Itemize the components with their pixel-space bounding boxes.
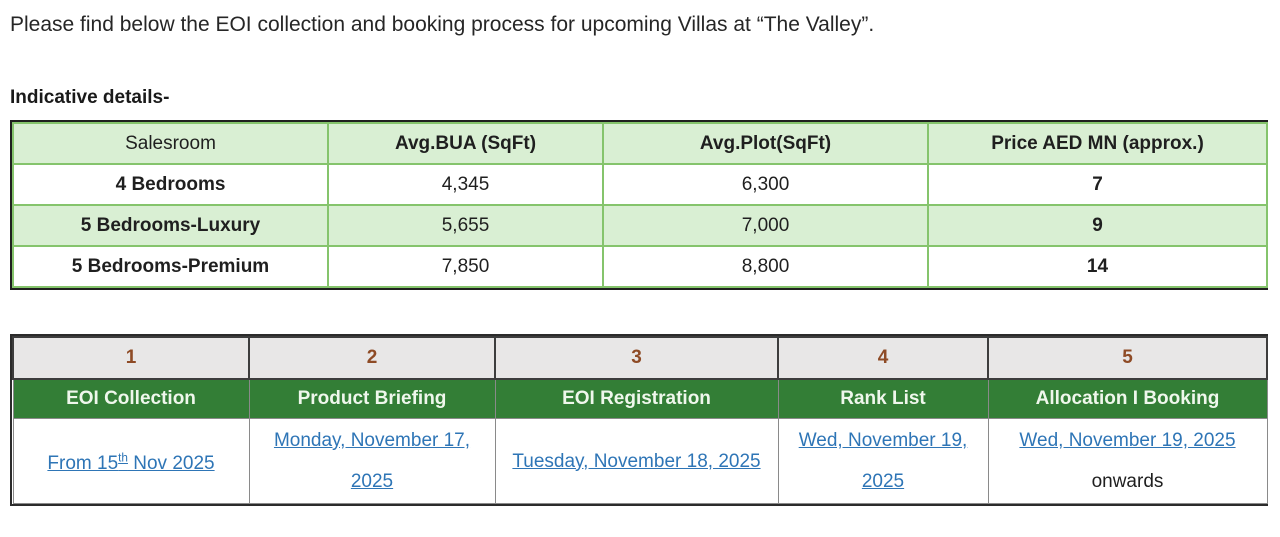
cell-price: 7 [927,163,1268,206]
table-row: 4 Bedrooms 4,345 6,300 7 [12,163,1268,206]
stage-product-briefing: Product Briefing [248,378,496,419]
cell-bua: 4,345 [327,163,604,206]
cell-bua: 7,850 [327,245,604,288]
onwards-label: onwards [1091,471,1164,492]
intro-paragraph: Please find below the EOI collection and… [10,13,875,36]
eoi-registration-date-link[interactable]: Tuesday, November 18, 2025 [512,450,761,472]
date-cell-allocation-booking: Wed, November 19, 2025 onwards [987,418,1268,504]
ordinal-superscript: th [118,451,128,465]
step-number-5: 5 [987,336,1268,380]
header-salesroom: Salesroom [12,122,329,165]
date-row: From 15th Nov 2025 Monday, November 17, … [12,418,1268,504]
date-cell-eoi-registration: Tuesday, November 18, 2025 [494,418,779,504]
step-number-2: 2 [248,336,496,380]
eoi-collection-date-link[interactable]: From 15th Nov 2025 [47,451,215,475]
process-table: 1 2 3 4 5 EOI Collection Product Briefin… [10,334,1268,506]
stage-eoi-collection: EOI Collection [12,378,250,419]
cell-bua: 5,655 [327,204,604,247]
indicative-header-row: Salesroom Avg.BUA (SqFt) Avg.Plot(SqFt) … [12,122,1268,165]
cell-price: 9 [927,204,1268,247]
cell-plot: 8,800 [602,245,929,288]
section-heading: Indicative details- [10,87,170,108]
date-cell-product-briefing: Monday, November 17, 2025 [248,418,496,504]
header-avg-plot: Avg.Plot(SqFt) [602,122,929,165]
step-number-1: 1 [12,336,250,380]
stage-header-row: EOI Collection Product Briefing EOI Regi… [12,378,1268,419]
indicative-details-table: Salesroom Avg.BUA (SqFt) Avg.Plot(SqFt) … [10,120,1268,290]
date-cell-eoi-collection: From 15th Nov 2025 [12,418,250,504]
product-briefing-date-link[interactable]: Monday, November 17, 2025 [273,430,471,492]
step-number-row: 1 2 3 4 5 [12,336,1268,380]
table-row: 5 Bedrooms-Premium 7,850 8,800 14 [12,245,1268,288]
cell-price: 14 [927,245,1268,288]
cell-salesroom: 5 Bedrooms-Luxury [12,204,329,247]
cell-plot: 6,300 [602,163,929,206]
stage-rank-list: Rank List [777,378,989,419]
stage-eoi-registration: EOI Registration [494,378,779,419]
allocation-booking-date-link[interactable]: Wed, November 19, 2025 [1019,430,1236,451]
header-avg-bua: Avg.BUA (SqFt) [327,122,604,165]
step-number-3: 3 [494,336,779,380]
cell-plot: 7,000 [602,204,929,247]
table-row: 5 Bedrooms-Luxury 5,655 7,000 9 [12,204,1268,247]
date-cell-rank-list: Wed, November 19, 2025 [777,418,989,504]
rank-list-date-link[interactable]: Wed, November 19, 2025 [798,430,968,492]
step-number-4: 4 [777,336,989,380]
cell-salesroom: 5 Bedrooms-Premium [12,245,329,288]
header-price: Price AED MN (approx.) [927,122,1268,165]
stage-allocation-booking: Allocation I Booking [987,378,1268,419]
cell-salesroom: 4 Bedrooms [12,163,329,206]
